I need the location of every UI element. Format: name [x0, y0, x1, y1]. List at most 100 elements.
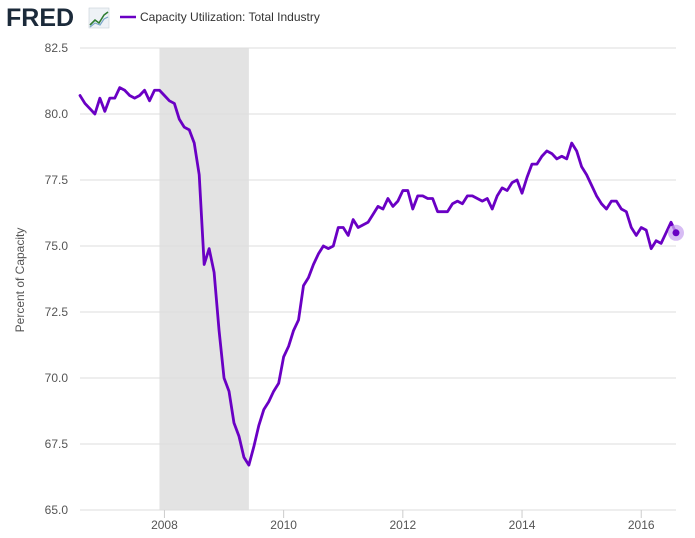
data-point[interactable]: [441, 210, 443, 212]
data-point[interactable]: [645, 229, 647, 231]
data-point[interactable]: [79, 94, 81, 96]
data-point[interactable]: [590, 184, 592, 186]
data-point[interactable]: [287, 345, 289, 347]
data-point[interactable]: [417, 195, 419, 197]
data-point[interactable]: [332, 245, 334, 247]
data-point[interactable]: [660, 242, 662, 244]
data-point[interactable]: [99, 97, 101, 99]
data-point[interactable]: [451, 203, 453, 205]
data-point[interactable]: [282, 356, 284, 358]
data-point[interactable]: [556, 158, 558, 160]
data-point[interactable]: [342, 226, 344, 228]
data-point[interactable]: [228, 390, 230, 392]
fred-logo[interactable]: FRED: [6, 4, 110, 32]
data-point[interactable]: [104, 110, 106, 112]
data-point[interactable]: [491, 208, 493, 210]
data-point[interactable]: [431, 197, 433, 199]
legend[interactable]: Capacity Utilization: Total Industry: [120, 10, 320, 24]
data-point[interactable]: [650, 247, 652, 249]
data-point[interactable]: [551, 152, 553, 154]
data-point[interactable]: [446, 210, 448, 212]
data-point[interactable]: [248, 464, 250, 466]
data-point[interactable]: [407, 189, 409, 191]
data-point[interactable]: [352, 218, 354, 220]
data-point[interactable]: [322, 245, 324, 247]
data-point[interactable]: [84, 102, 86, 104]
data-point[interactable]: [238, 435, 240, 437]
data-point[interactable]: [466, 195, 468, 197]
data-point[interactable]: [158, 89, 160, 91]
data-point[interactable]: [337, 226, 339, 228]
data-point[interactable]: [188, 129, 190, 131]
data-point[interactable]: [173, 102, 175, 104]
data-point[interactable]: [203, 263, 205, 265]
data-point[interactable]: [422, 195, 424, 197]
data-point[interactable]: [392, 205, 394, 207]
data-point[interactable]: [168, 100, 170, 102]
data-point[interactable]: [516, 179, 518, 181]
data-point[interactable]: [163, 94, 165, 96]
data-point[interactable]: [243, 456, 245, 458]
data-point[interactable]: [402, 189, 404, 191]
data-point[interactable]: [208, 247, 210, 249]
data-point[interactable]: [143, 89, 145, 91]
data-point[interactable]: [541, 155, 543, 157]
data-point[interactable]: [625, 210, 627, 212]
data-point[interactable]: [347, 234, 349, 236]
data-point[interactable]: [526, 176, 528, 178]
data-point[interactable]: [223, 377, 225, 379]
data-point[interactable]: [109, 97, 111, 99]
data-point[interactable]: [253, 445, 255, 447]
data-point[interactable]: [585, 174, 587, 176]
data-point[interactable]: [501, 187, 503, 189]
data-point[interactable]: [546, 150, 548, 152]
data-point[interactable]: [213, 271, 215, 273]
data-point[interactable]: [620, 208, 622, 210]
data-point[interactable]: [124, 89, 126, 91]
data-point[interactable]: [153, 89, 155, 91]
data-point[interactable]: [536, 163, 538, 165]
data-point[interactable]: [605, 208, 607, 210]
data-point[interactable]: [600, 203, 602, 205]
data-point[interactable]: [312, 263, 314, 265]
data-point[interactable]: [327, 247, 329, 249]
data-point[interactable]: [397, 200, 399, 202]
data-point[interactable]: [178, 118, 180, 120]
data-point[interactable]: [521, 192, 523, 194]
data-point[interactable]: [193, 142, 195, 144]
data-point[interactable]: [456, 200, 458, 202]
data-point[interactable]: [471, 195, 473, 197]
data-point[interactable]: [263, 408, 265, 410]
data-point[interactable]: [198, 174, 200, 176]
data-point[interactable]: [218, 329, 220, 331]
data-point[interactable]: [148, 100, 150, 102]
data-point[interactable]: [273, 390, 275, 392]
data-point[interactable]: [362, 224, 364, 226]
data-point[interactable]: [268, 401, 270, 403]
series-line[interactable]: [78, 86, 678, 467]
data-point[interactable]: [461, 203, 463, 205]
data-point[interactable]: [114, 97, 116, 99]
data-point[interactable]: [640, 226, 642, 228]
data-point[interactable]: [566, 158, 568, 160]
data-point[interactable]: [635, 234, 637, 236]
data-point[interactable]: [476, 197, 478, 199]
data-point[interactable]: [302, 284, 304, 286]
data-point[interactable]: [382, 208, 384, 210]
data-point[interactable]: [580, 166, 582, 168]
data-point[interactable]: [258, 424, 260, 426]
series-group[interactable]: [78, 86, 684, 467]
data-point[interactable]: [372, 213, 374, 215]
data-point[interactable]: [128, 94, 130, 96]
data-point[interactable]: [277, 382, 279, 384]
data-point[interactable]: [496, 195, 498, 197]
data-point[interactable]: [183, 126, 185, 128]
data-point[interactable]: [615, 200, 617, 202]
data-point[interactable]: [133, 97, 135, 99]
data-point[interactable]: [531, 163, 533, 165]
data-point[interactable]: [610, 200, 612, 202]
data-point[interactable]: [426, 197, 428, 199]
data-point[interactable]: [511, 181, 513, 183]
last-data-point[interactable]: [672, 229, 680, 237]
data-point[interactable]: [630, 226, 632, 228]
